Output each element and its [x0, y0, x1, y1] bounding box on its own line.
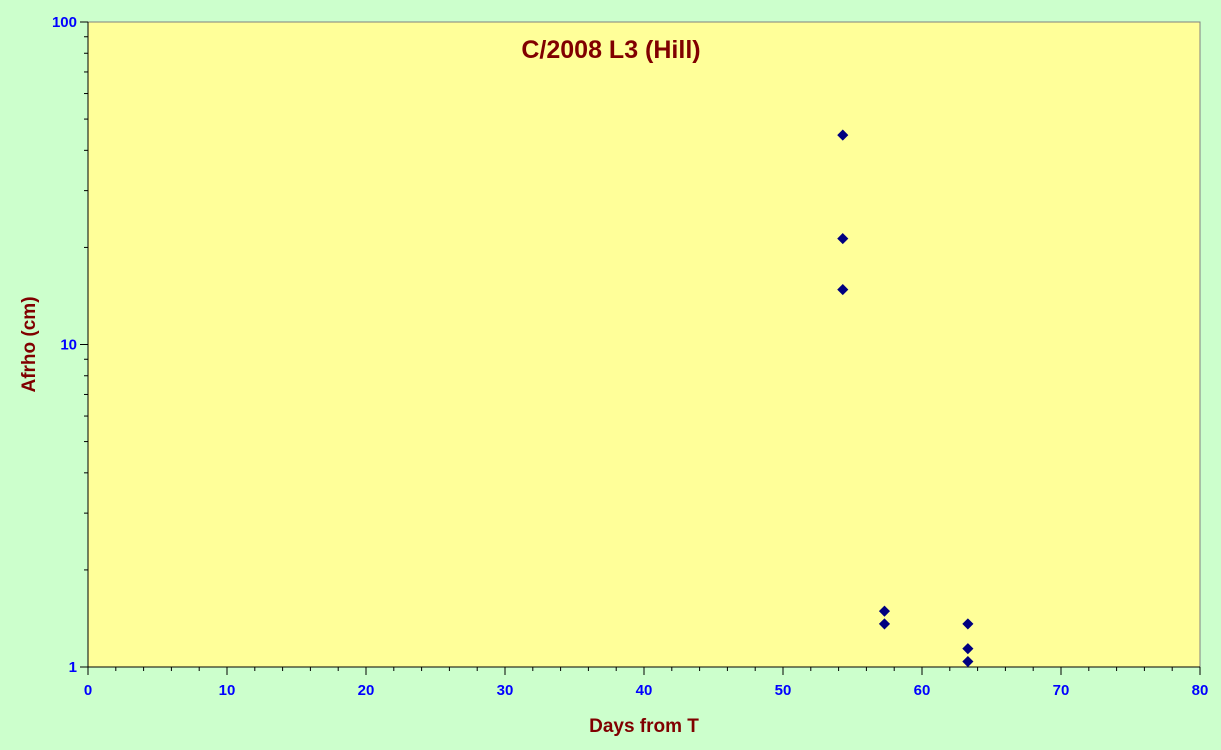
y-tick-label: 1 — [69, 659, 77, 676]
plot-area — [87, 21, 1201, 668]
y-tick-label: 10 — [60, 337, 77, 354]
data-point — [962, 643, 974, 655]
data-point — [837, 233, 849, 245]
data-point — [962, 618, 974, 630]
chart-title: C/2008 L3 (Hill) — [521, 36, 700, 64]
y-tick-label: 100 — [52, 14, 77, 31]
data-point — [878, 605, 891, 617]
x-tick-label: 30 — [497, 682, 514, 699]
data-points — [837, 129, 974, 668]
x-tick-label: 50 — [775, 682, 792, 699]
data-point — [962, 655, 974, 668]
y-axis-ticks: 1 10 100 — [52, 14, 88, 676]
x-axis-title: Days from T — [589, 716, 699, 737]
x-tick-label: 10 — [219, 682, 236, 699]
x-tick-label: 80 — [1192, 682, 1209, 699]
data-point — [837, 284, 849, 296]
x-tick-label: 20 — [358, 682, 375, 699]
x-tick-label: 70 — [1053, 682, 1070, 699]
x-tick-label: 40 — [636, 682, 653, 699]
x-axis-ticks: 0 10 20 30 40 50 60 70 80 — [84, 667, 1209, 699]
y-axis-title: Afrho (cm) — [19, 296, 40, 392]
x-tick-label: 60 — [914, 682, 931, 699]
data-point — [878, 618, 891, 630]
x-tick-label: 0 — [84, 682, 92, 699]
data-point — [837, 129, 849, 141]
